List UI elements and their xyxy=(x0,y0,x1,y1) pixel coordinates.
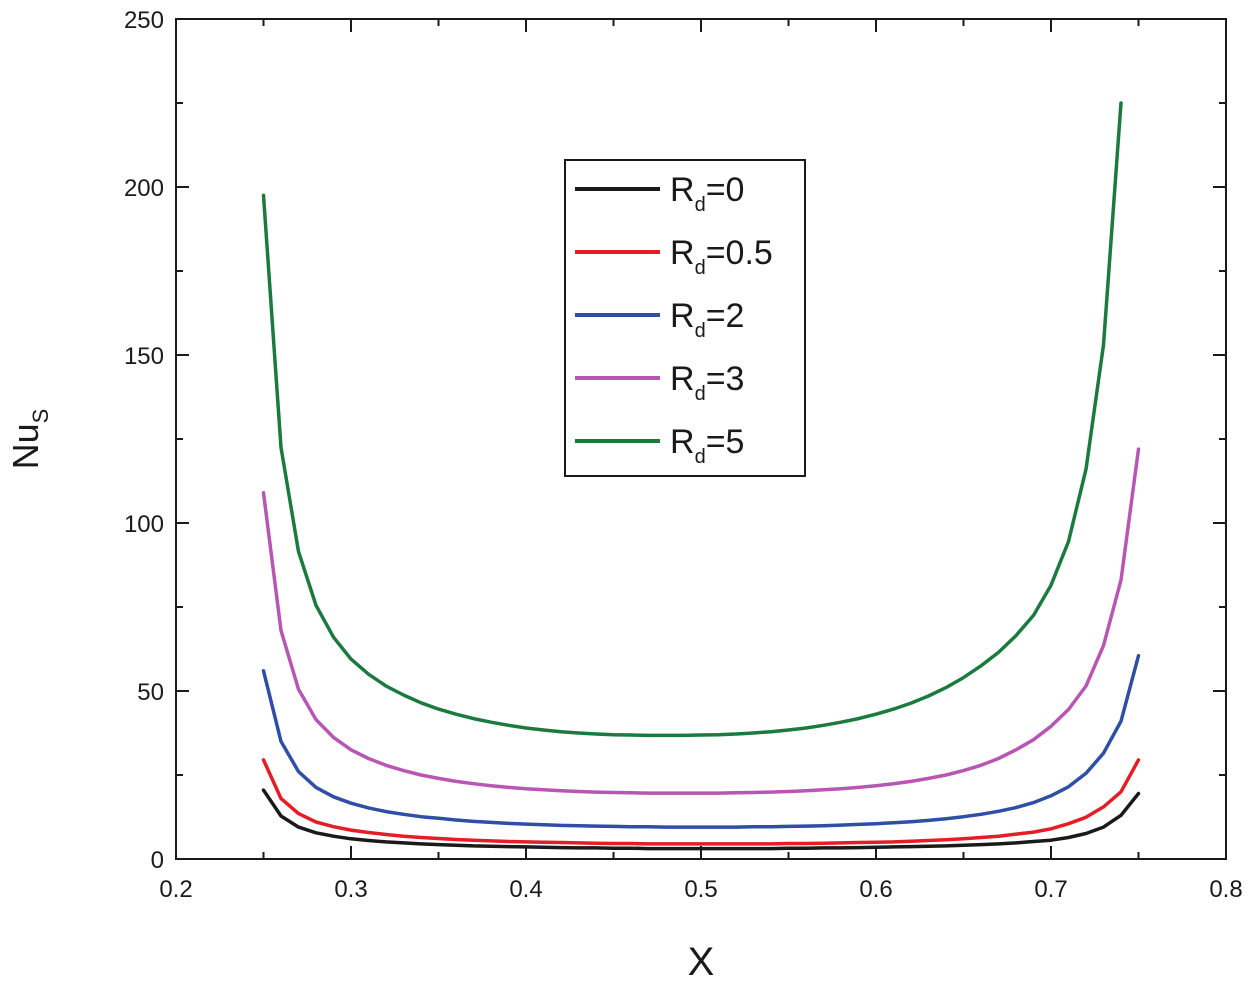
y-axis-title: NuS xyxy=(5,409,53,470)
y-axis-title-main: Nu xyxy=(5,423,46,469)
x-tick-label: 0.6 xyxy=(859,876,892,903)
y-axis-title-subscript: S xyxy=(28,409,53,424)
legend-box xyxy=(564,159,806,477)
x-tick-label: 0.3 xyxy=(334,876,367,903)
x-tick-label: 0.8 xyxy=(1209,876,1242,903)
y-tick-label: 50 xyxy=(137,679,164,706)
series-line-1 xyxy=(261,758,1141,846)
series-layer xyxy=(261,101,1141,851)
legend-label-3: Rd=3 xyxy=(670,360,744,405)
legend: Rd=0 Rd=0.5 Rd=2 Rd=3 Rd=5 xyxy=(564,159,806,477)
legend-label-0: Rd=0 xyxy=(670,171,744,216)
x-tick-label: 0.5 xyxy=(684,876,717,903)
legend-label-1: Rd=0.5 xyxy=(670,234,773,279)
y-tick-label: 250 xyxy=(124,7,164,34)
legend-label-4: Rd=5 xyxy=(670,423,744,468)
axes-layer: 0.2 0.3 0.4 0.5 0.6 0.7 0.8 0 50 100 150 200 250 xyxy=(124,7,1243,903)
y-tick-label: 0 xyxy=(151,847,164,874)
series-line-3 xyxy=(261,447,1141,795)
y-tick-label: 150 xyxy=(124,343,164,370)
y-tick-label: 100 xyxy=(124,511,164,538)
x-tick-label: 0.4 xyxy=(509,876,542,903)
y-tick-label: 200 xyxy=(124,175,164,202)
x-tick-label: 0.7 xyxy=(1034,876,1067,903)
x-axis-title: X xyxy=(688,940,715,984)
series-line-4 xyxy=(261,101,1123,738)
legend-label-2: Rd=2 xyxy=(670,297,744,342)
x-tick-label: 0.2 xyxy=(159,876,192,903)
series-line-2 xyxy=(261,653,1141,829)
